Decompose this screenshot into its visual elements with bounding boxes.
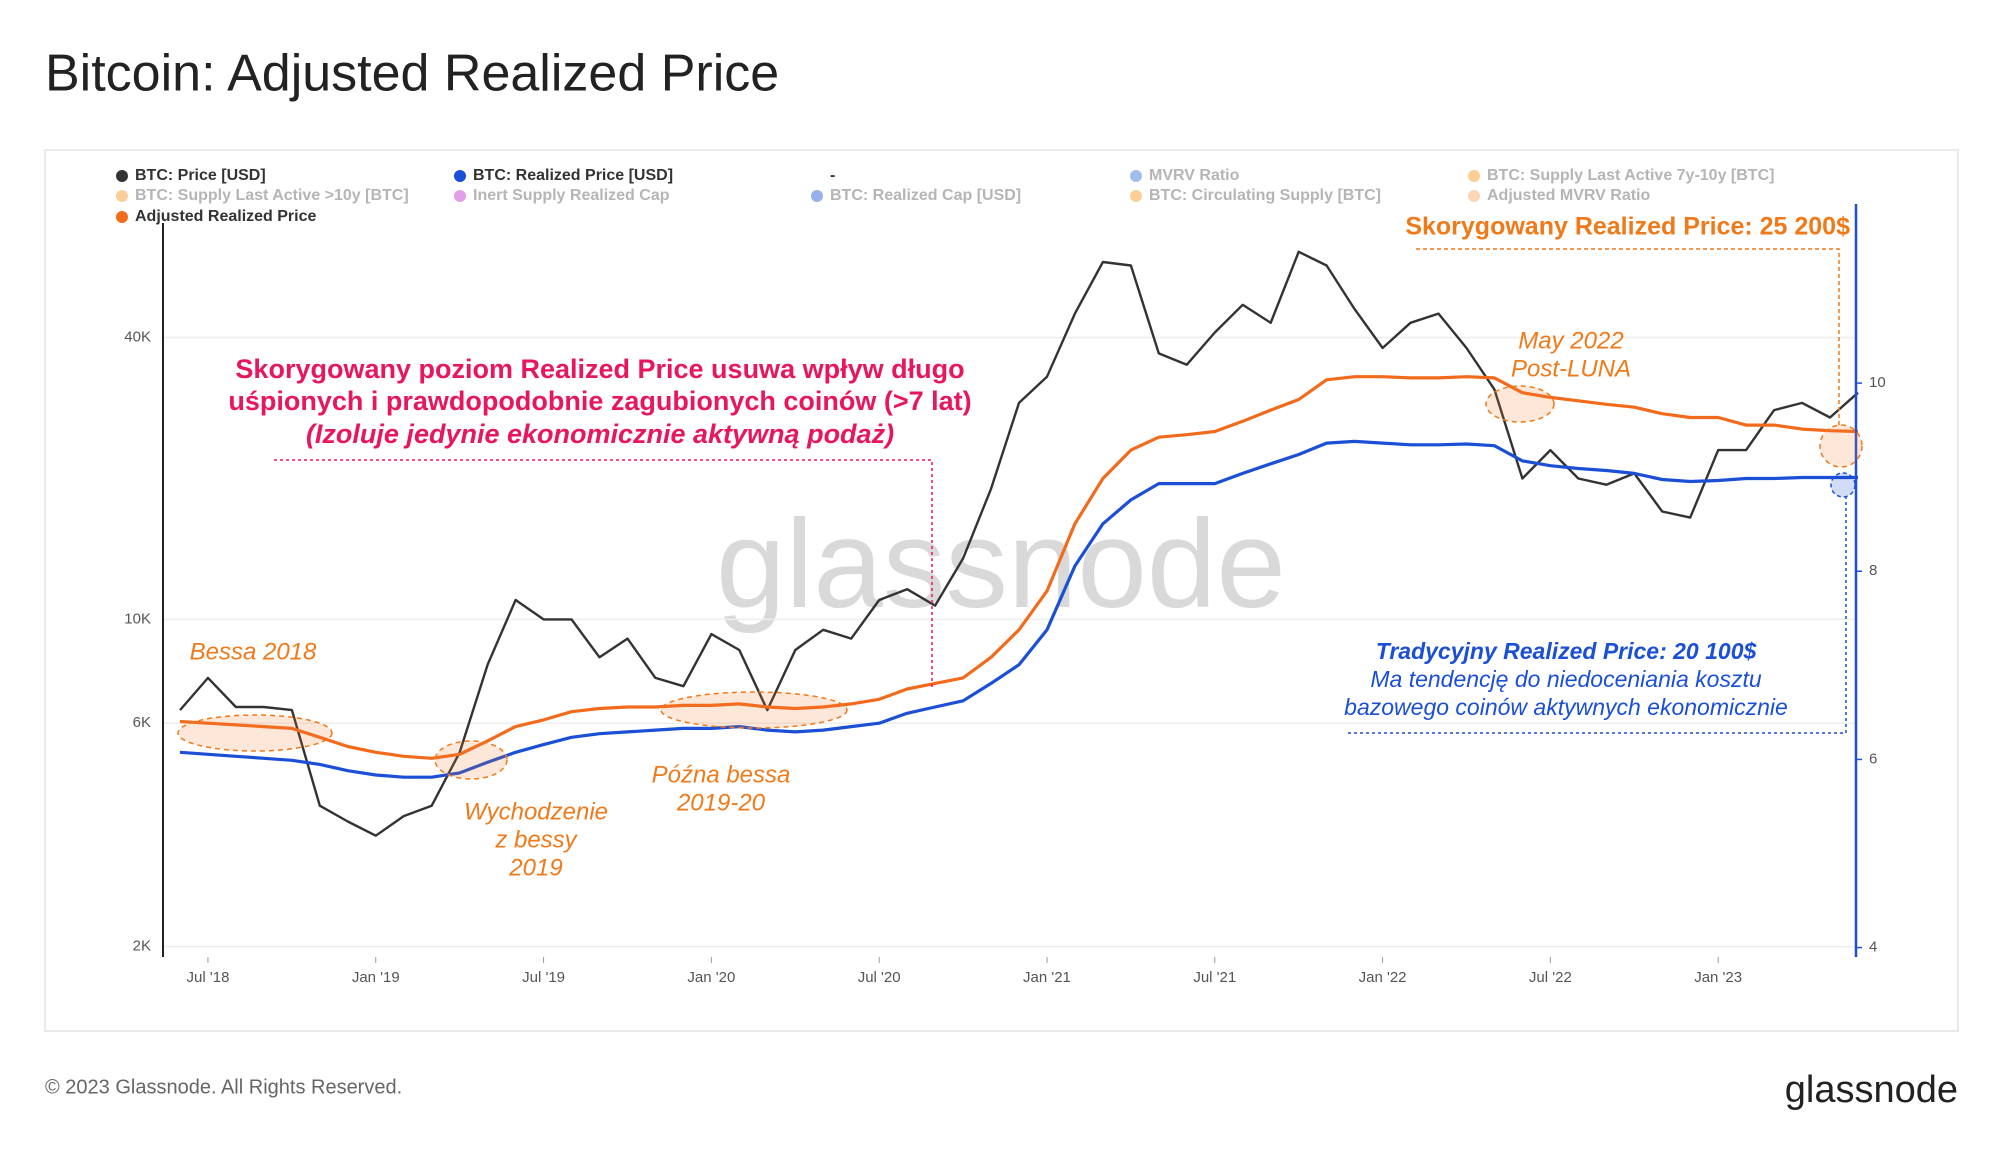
legend-marker <box>811 190 823 202</box>
y2-tick-label: 6 <box>1869 750 1877 767</box>
x-tick-label: Jul '22 <box>1529 969 1572 986</box>
annotation: Skorygowany Realized Price: 25 200$ <box>1405 213 1850 241</box>
x-tick-label: Jan '19 <box>352 969 400 986</box>
legend-label: BTC: Price [USD] <box>135 167 266 184</box>
legend-label: Adjusted Realized Price <box>135 208 316 225</box>
highlight <box>1830 472 1856 498</box>
highlight <box>177 714 333 752</box>
footer: © 2023 Glassnode. All Rights Reserved. <box>45 1076 402 1098</box>
y-tick-label: 10K <box>124 610 151 627</box>
leader-line <box>1416 248 1840 427</box>
x-tick-label: Jul '20 <box>858 969 901 986</box>
legend-label: BTC: Realized Cap [USD] <box>830 187 1021 204</box>
legend-marker <box>1468 190 1480 202</box>
logo: glassnode <box>1785 1069 1958 1111</box>
plot: 2K 6K 10K 40K 4 6 8 10 Jul '18 Jan '19 Jul '19 Jan … <box>124 250 1886 986</box>
annotation: uśpionych i prawdopodobnie zagubionych c… <box>228 386 971 416</box>
annotation: Ma tendencję do niedoceniania kosztu <box>1370 666 1761 692</box>
highlight <box>434 740 508 780</box>
series-line <box>179 439 1858 779</box>
annotation: 2019-20 <box>676 789 766 816</box>
legend-marker <box>116 170 128 182</box>
highlight <box>1485 385 1555 423</box>
y2-tick-label: 8 <box>1869 562 1877 579</box>
annotation: Post-LUNA <box>1511 355 1631 382</box>
legend-label: BTC: Circulating Supply [BTC] <box>1149 187 1381 204</box>
leader-line <box>274 459 933 689</box>
legend-marker <box>1130 190 1142 202</box>
legend-marker <box>454 170 466 182</box>
x-tick-label: Jul '21 <box>1193 969 1236 986</box>
y-tick-label: 40K <box>124 329 151 346</box>
legend-label: Inert Supply Realized Cap <box>473 187 670 204</box>
y2-tick-label: 4 <box>1869 939 1877 956</box>
annotation: Tradycyjny Realized Price: 20 100$ <box>1376 638 1757 664</box>
highlight <box>660 691 848 729</box>
x-tick-label: Jan '21 <box>1023 969 1071 986</box>
y2-tick-label: 10 <box>1869 374 1886 391</box>
leader-line <box>1348 497 1847 734</box>
legend-marker <box>454 190 466 202</box>
annotation: Wychodzenie <box>464 798 608 825</box>
annotation: z bessy <box>494 826 578 853</box>
annotation: Późna bessa <box>652 761 791 788</box>
annotation: Skorygowany poziom Realized Price usuwa … <box>235 354 964 384</box>
annotation: 2019 <box>508 854 562 881</box>
series-line <box>179 250 1859 837</box>
highlight <box>1819 424 1863 468</box>
chart-frame <box>44 149 1959 1032</box>
legend-marker <box>1130 170 1142 182</box>
legend-label: BTC: Supply Last Active >10y [BTC] <box>135 187 409 204</box>
series-line <box>179 375 1859 760</box>
legend-label: Adjusted MVRV Ratio <box>1487 187 1651 204</box>
legend-marker <box>116 190 128 202</box>
x-tick-label: Jul '18 <box>187 969 230 986</box>
annotation: bazowego coinów aktywnych ekonomicznie <box>1344 694 1788 720</box>
legend-label: BTC: Supply Last Active 7y-10y [BTC] <box>1487 167 1774 184</box>
x-tick-label: Jan '20 <box>687 969 735 986</box>
legend-marker <box>116 211 128 223</box>
legend-label: BTC: Realized Price [USD] <box>473 167 673 184</box>
watermark: glassnode <box>716 495 1286 634</box>
y-tick-label: 2K <box>133 938 151 955</box>
annotation: Bessa 2018 <box>190 638 317 665</box>
legend-marker <box>1468 170 1480 182</box>
y-tick-label: 6K <box>133 714 151 731</box>
legend-label: MVRV Ratio <box>1149 167 1240 184</box>
x-tick-label: Jul '19 <box>522 969 565 986</box>
annotation: (Izoluje jedynie ekonomicznie aktywną po… <box>306 419 894 449</box>
legend-label: - <box>830 167 835 184</box>
page-title: Bitcoin: Adjusted Realized Price <box>45 45 779 103</box>
annotation: May 2022 <box>1518 327 1623 354</box>
x-tick-label: Jan '23 <box>1694 969 1742 986</box>
x-tick-label: Jan '22 <box>1359 969 1407 986</box>
